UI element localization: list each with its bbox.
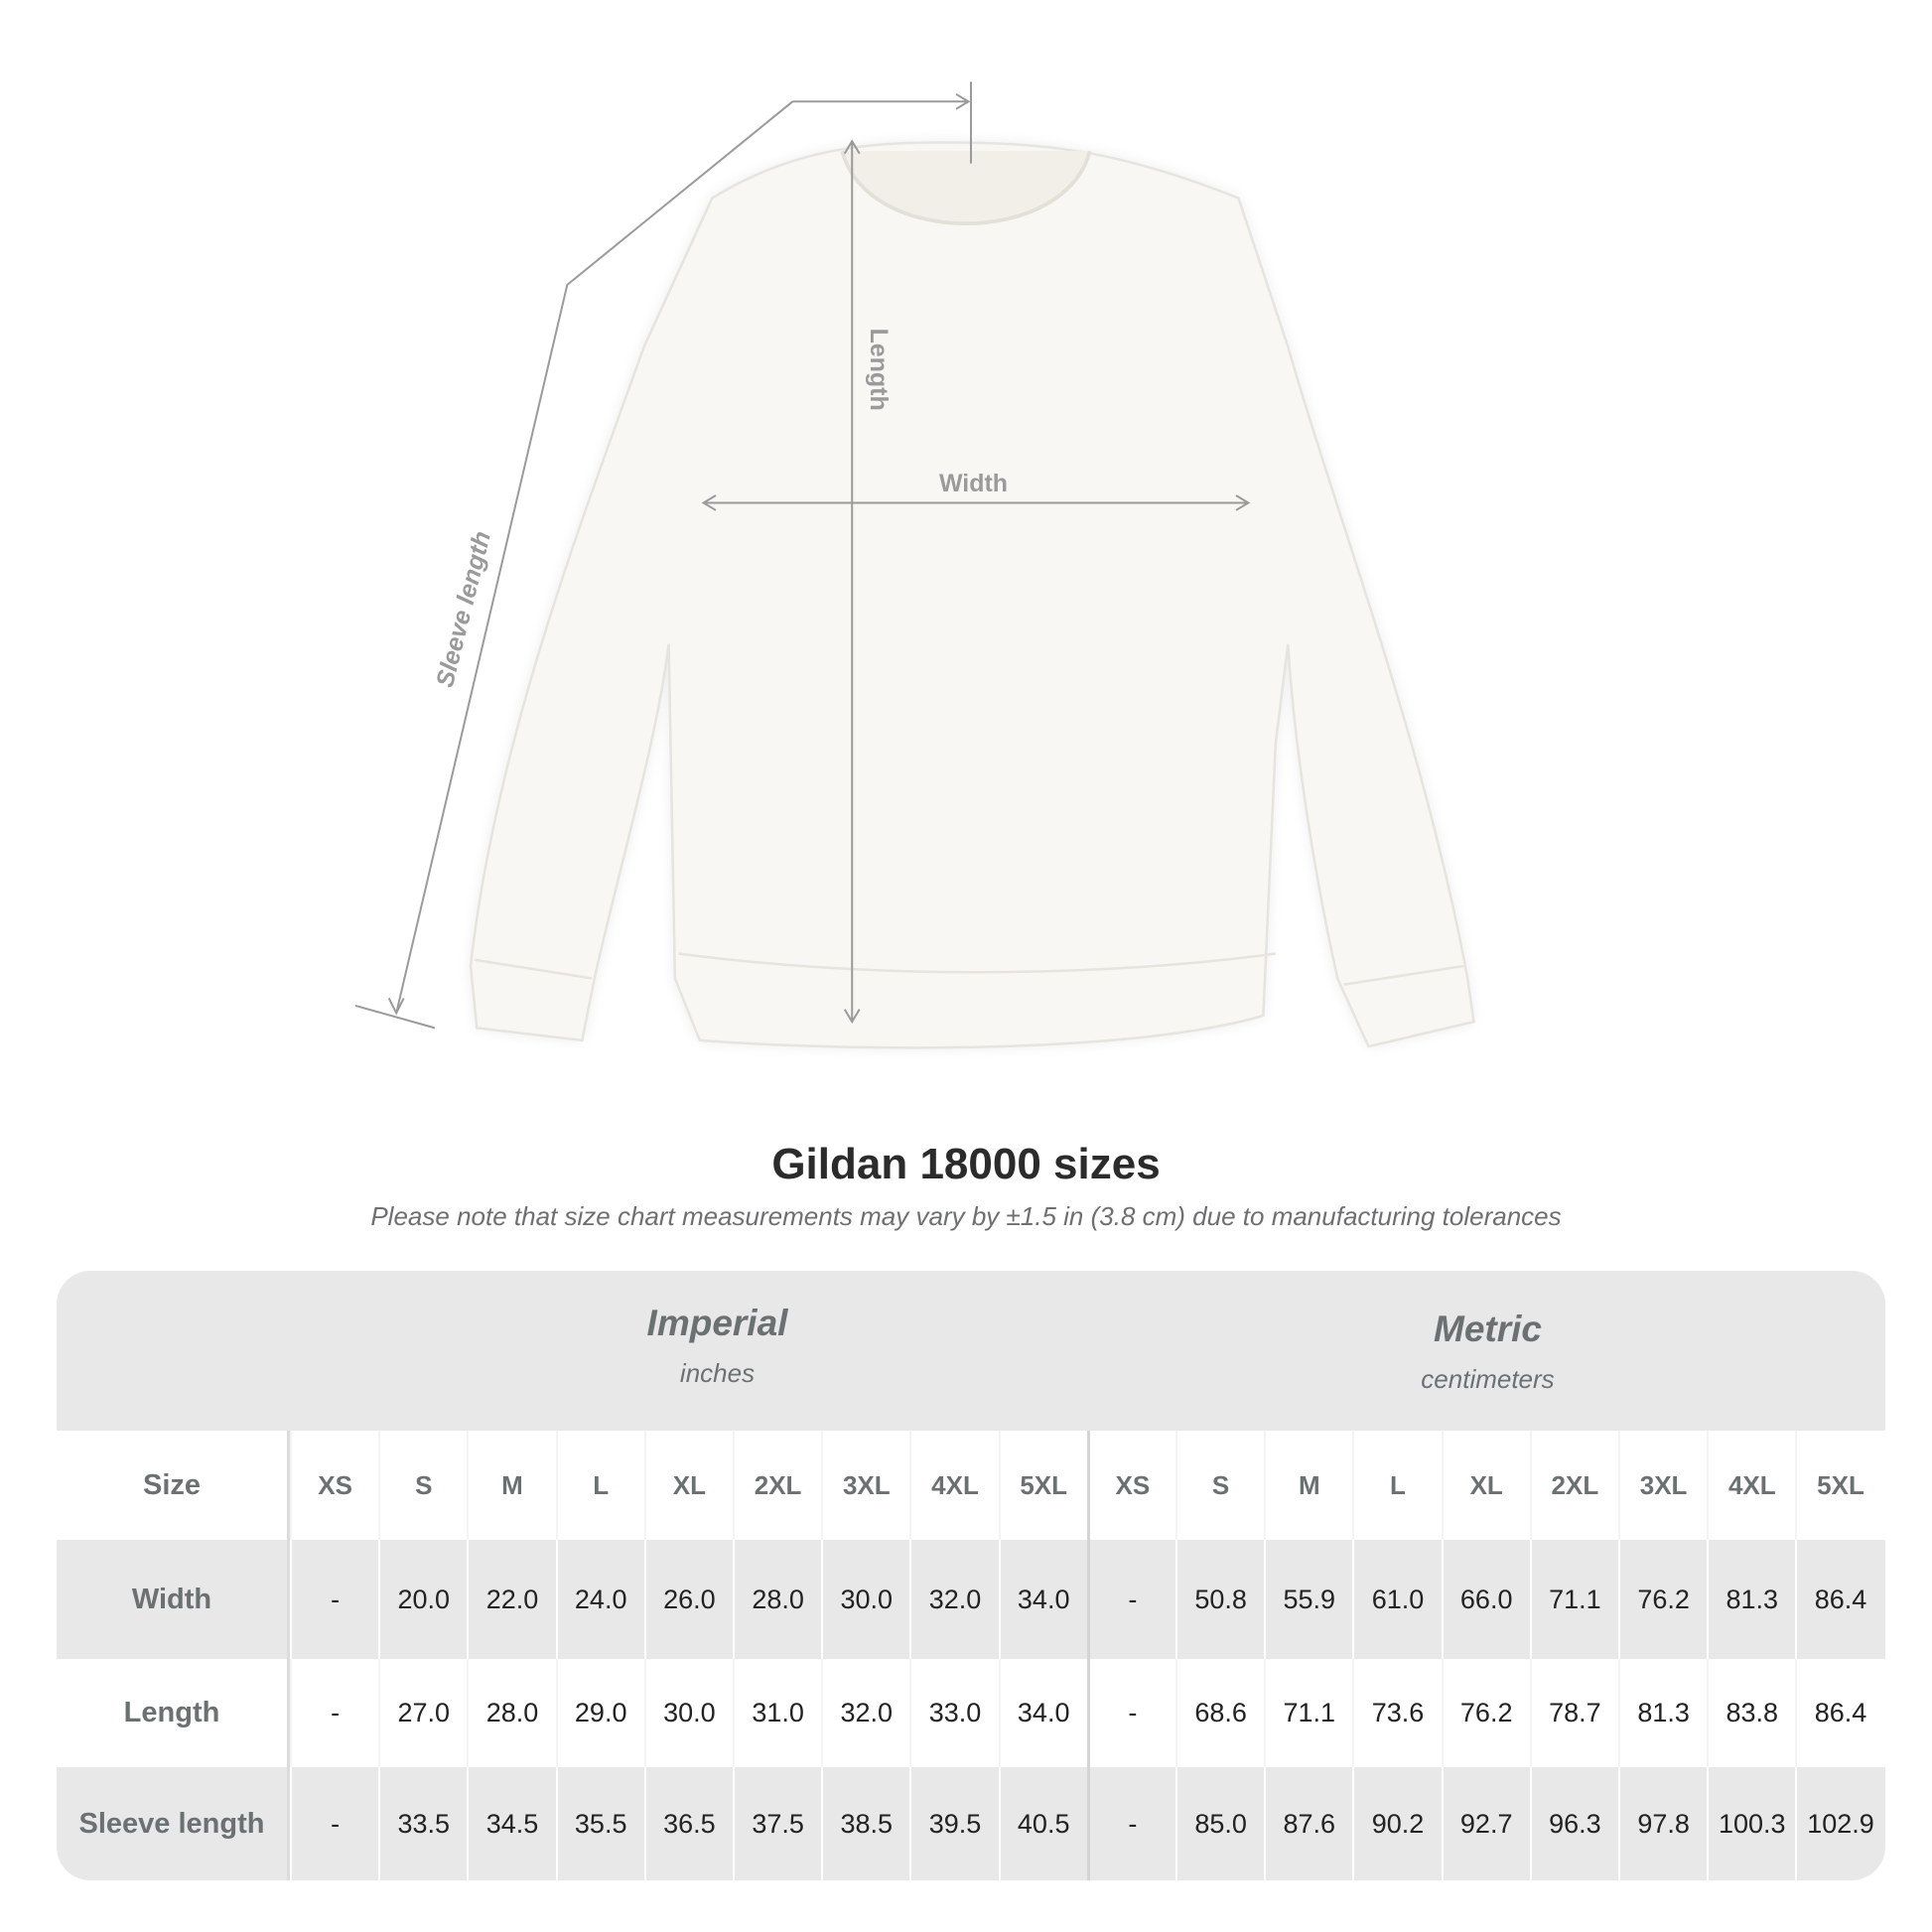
size-header-cell: L xyxy=(1352,1431,1441,1540)
table-cell: 71.1 xyxy=(1264,1659,1352,1767)
table-cell: 87.6 xyxy=(1264,1767,1352,1880)
table-cell: 37.5 xyxy=(733,1767,821,1880)
table-cell: 61.0 xyxy=(1352,1540,1441,1659)
size-row: Size XS S M L XL 2XL 3XL 4XL 5XL XS S M L XL 2XL 3XL 4XL 5… xyxy=(57,1431,1885,1540)
table-cell: 86.4 xyxy=(1795,1659,1883,1767)
table-cell: 33.5 xyxy=(378,1767,467,1880)
imperial-header: Imperial inches xyxy=(290,1303,1145,1389)
table-cell: 76.2 xyxy=(1618,1540,1707,1659)
table-cell: 24.0 xyxy=(555,1540,644,1659)
sleeve-length-arrow xyxy=(354,81,972,1030)
size-header-cell: M xyxy=(1264,1431,1352,1540)
metric-header: Metric centimeters xyxy=(1090,1309,1885,1395)
table-cell: 29.0 xyxy=(555,1659,644,1767)
table-cell: 26.0 xyxy=(643,1540,733,1659)
size-table: Imperial inches Metric centimeters Size X… xyxy=(57,1271,1885,1880)
table-cell: 50.8 xyxy=(1175,1540,1264,1659)
table-cell: - xyxy=(290,1767,378,1880)
table-cell: 85.0 xyxy=(1175,1767,1264,1880)
size-header-cell: 3XL xyxy=(1618,1431,1707,1540)
size-header-cell: 5XL xyxy=(1795,1431,1883,1540)
size-header-cell: XL xyxy=(1441,1431,1530,1540)
table-cell: 31.0 xyxy=(733,1659,821,1767)
table-cell: 39.5 xyxy=(909,1767,998,1880)
size-header-cell: L xyxy=(555,1431,644,1540)
sleeve-length-label: Sleeve length xyxy=(431,528,496,690)
width-arrow xyxy=(701,494,1251,511)
table-cell: 36.5 xyxy=(643,1767,733,1880)
table-cell: 96.3 xyxy=(1529,1767,1618,1880)
table-cell: 34.0 xyxy=(998,1659,1087,1767)
table-cell: 78.7 xyxy=(1529,1659,1618,1767)
width-label: Width xyxy=(939,470,1008,497)
size-header-cell: XS xyxy=(290,1431,378,1540)
table-cell: 92.7 xyxy=(1441,1767,1530,1880)
size-header-cell: XL xyxy=(643,1431,733,1540)
size-header-cell: 4XL xyxy=(1707,1431,1795,1540)
table-cell: 68.6 xyxy=(1175,1659,1264,1767)
row-label: Width xyxy=(57,1540,290,1659)
size-header-cell: S xyxy=(1175,1431,1264,1540)
size-header-cell: XS xyxy=(1086,1431,1175,1540)
table-cell: 30.0 xyxy=(821,1540,909,1659)
table-cell: - xyxy=(290,1659,378,1767)
table-cell: 28.0 xyxy=(733,1540,821,1659)
table-cell: 76.2 xyxy=(1441,1659,1530,1767)
table-cell: 100.3 xyxy=(1707,1767,1795,1880)
table-cell: 73.6 xyxy=(1352,1659,1441,1767)
table-cell: 20.0 xyxy=(378,1540,467,1659)
table-cell: 32.0 xyxy=(909,1540,998,1659)
table-cell: 35.5 xyxy=(555,1767,644,1880)
table-row-sleeve-length: Sleeve length -33.5 34.5 35.5 36.5 37.5 38.5 39… xyxy=(57,1767,1885,1880)
table-cell: 27.0 xyxy=(378,1659,467,1767)
size-header-cell: 2XL xyxy=(733,1431,821,1540)
chart-title: Gildan 18000 sizes xyxy=(771,1140,1161,1188)
imperial-unit: inches xyxy=(679,1358,756,1388)
table-cell: 81.3 xyxy=(1618,1659,1707,1767)
size-header-cell: M xyxy=(467,1431,555,1540)
size-header-cell: S xyxy=(378,1431,467,1540)
length-label: Length xyxy=(865,329,893,411)
table-cell: - xyxy=(290,1540,378,1659)
table-cell: 40.5 xyxy=(998,1767,1087,1880)
table-cell: - xyxy=(1086,1540,1175,1659)
imperial-title: Imperial xyxy=(646,1303,788,1343)
table-cell: 32.0 xyxy=(821,1659,909,1767)
row-label: Size xyxy=(57,1431,290,1540)
table-cell: 38.5 xyxy=(821,1767,909,1880)
table-cell: 28.0 xyxy=(467,1659,555,1767)
size-header-cell: 4XL xyxy=(909,1431,998,1540)
table-cell: - xyxy=(1086,1767,1175,1880)
size-header-cell: 3XL xyxy=(821,1431,909,1540)
row-label: Sleeve length xyxy=(57,1767,290,1880)
table-cell: 34.0 xyxy=(998,1540,1087,1659)
sweatshirt-illustration xyxy=(469,141,1475,1049)
table-cell: 22.0 xyxy=(467,1540,555,1659)
size-header-cell: 2XL xyxy=(1529,1431,1618,1540)
table-cell: 97.8 xyxy=(1618,1767,1707,1880)
tolerance-note: Please note that size chart measurements… xyxy=(370,1201,1562,1231)
metric-title: Metric xyxy=(1434,1309,1542,1349)
table-cell: 90.2 xyxy=(1352,1767,1441,1880)
row-label: Length xyxy=(57,1659,290,1767)
table-cell: 55.9 xyxy=(1264,1540,1352,1659)
metric-unit: centimeters xyxy=(1421,1364,1555,1394)
table-cell: 71.1 xyxy=(1529,1540,1618,1659)
table-cell: 66.0 xyxy=(1441,1540,1530,1659)
table-cell: 34.5 xyxy=(467,1767,555,1880)
table-cell: 102.9 xyxy=(1795,1767,1883,1880)
table-cell: 86.4 xyxy=(1795,1540,1883,1659)
table-cell: 33.0 xyxy=(909,1659,998,1767)
table-cell: 81.3 xyxy=(1707,1540,1795,1659)
size-header-cell: 5XL xyxy=(998,1431,1087,1540)
table-row-length: Length -27.0 28.0 29.0 30.0 31.0 32.0 33.0 34.0-… xyxy=(57,1659,1885,1767)
table-cell: 30.0 xyxy=(643,1659,733,1767)
table-cell: - xyxy=(1086,1659,1175,1767)
table-cell: 83.8 xyxy=(1707,1659,1795,1767)
length-arrow xyxy=(843,139,861,1025)
table-row-width: Width -20.0 22.0 24.0 26.0 28.0 30.0 32.0 34.0-5… xyxy=(57,1540,1885,1659)
measurement-arrows xyxy=(354,81,1251,1030)
table-header-band: Imperial inches Metric centimeters xyxy=(57,1271,1885,1431)
